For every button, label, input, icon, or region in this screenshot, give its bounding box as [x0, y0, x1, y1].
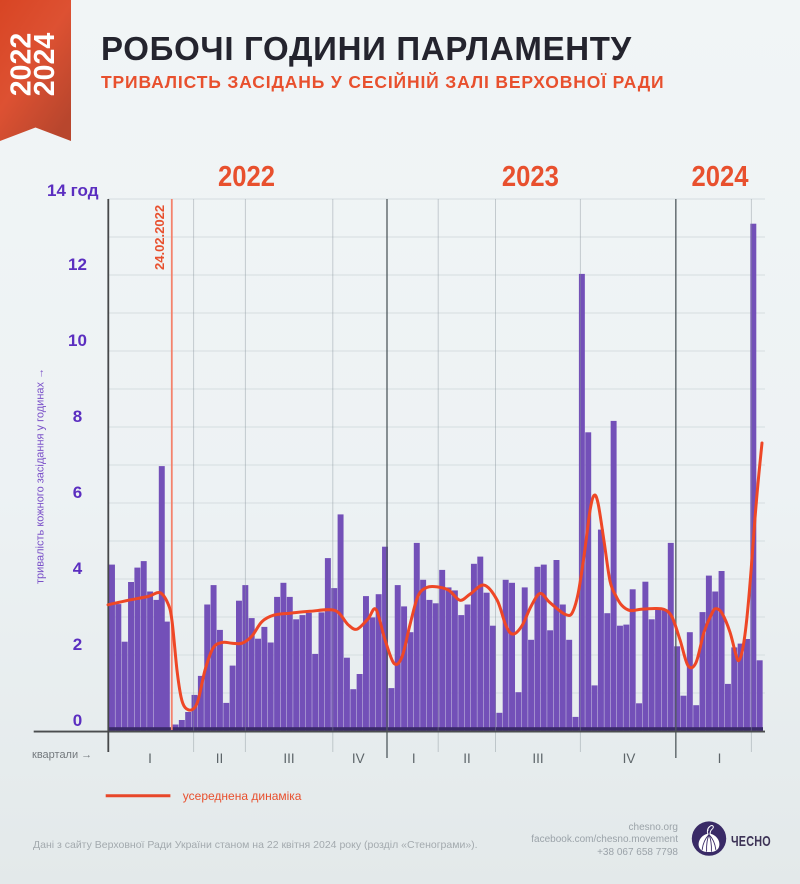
- svg-text:8: 8: [73, 407, 82, 426]
- svg-text:2: 2: [73, 635, 82, 654]
- svg-text:усереднена динаміка: усереднена динаміка: [183, 789, 302, 803]
- svg-text:IV: IV: [623, 751, 636, 766]
- svg-text:I: I: [148, 751, 152, 766]
- svg-text:2022: 2022: [6, 33, 38, 96]
- svg-text:IV: IV: [352, 751, 365, 766]
- svg-text:квартали →: квартали →: [32, 749, 92, 761]
- svg-text:2023: 2023: [502, 161, 559, 193]
- svg-text:12: 12: [68, 255, 87, 274]
- svg-text:I: I: [412, 751, 416, 766]
- svg-text:тривалість кожного засідання у: тривалість кожного засідання у годинах →: [35, 368, 47, 584]
- svg-text:2022: 2022: [218, 161, 275, 193]
- svg-text:24.02.2022: 24.02.2022: [152, 205, 167, 270]
- svg-text:II: II: [463, 751, 471, 766]
- svg-text:2024: 2024: [692, 161, 749, 193]
- svg-text:III: III: [532, 751, 543, 766]
- svg-text:I: I: [718, 751, 722, 766]
- svg-text:14 год: 14 год: [47, 181, 99, 200]
- svg-text:10: 10: [68, 331, 87, 350]
- svg-text:2024: 2024: [29, 33, 61, 97]
- svg-text:6: 6: [73, 483, 82, 502]
- svg-text:0: 0: [73, 711, 82, 730]
- svg-text:III: III: [283, 751, 294, 766]
- svg-text:II: II: [216, 751, 224, 766]
- svg-text:4: 4: [73, 559, 83, 578]
